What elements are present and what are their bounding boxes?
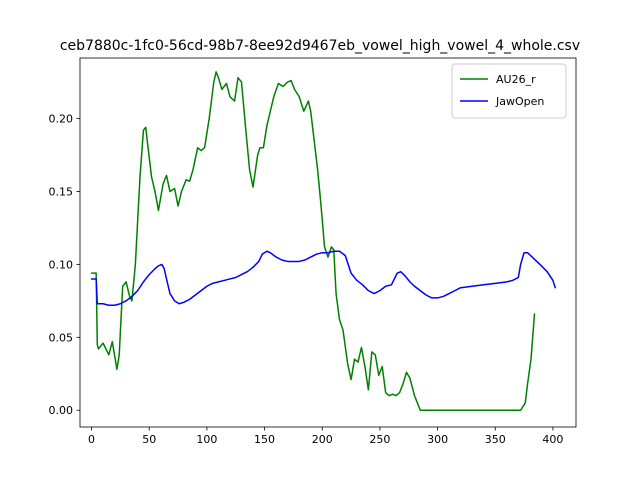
y-tick-label: 0.05: [49, 331, 74, 344]
legend-box: [451, 63, 567, 119]
series-layer: [90, 71, 556, 411]
series-line-jawopen: [90, 250, 556, 306]
x-tick-label: 100: [196, 433, 217, 446]
y-tick-label: 0.20: [49, 113, 74, 126]
legend: AU26_r JawOpen: [451, 63, 567, 119]
y-tick-label: 0.00: [49, 404, 74, 417]
x-tick-label: 150: [254, 433, 275, 446]
axes-frame: [79, 57, 577, 428]
x-tick-label: 300: [427, 433, 448, 446]
x-tick-label: 250: [369, 433, 390, 446]
y-tick-label: 0.15: [49, 185, 74, 198]
legend-label: JawOpen: [495, 95, 544, 108]
series-line-au26-r: [90, 71, 536, 411]
x-tick-label: 50: [142, 433, 156, 446]
x-tick-label: 200: [312, 433, 333, 446]
x-tick-label: 0: [88, 433, 95, 446]
y-tick-label: 0.10: [49, 258, 74, 271]
x-axis: 0 50 100 150 200 250 300 350 400: [88, 427, 563, 446]
chart-title: ceb7880c-1fc0-56cd-98b7-8ee92d9467eb_vow…: [60, 38, 580, 54]
y-axis: 0.00 0.05 0.10 0.15 0.20: [49, 113, 80, 417]
x-tick-label: 350: [485, 433, 506, 446]
x-tick-label: 400: [542, 433, 563, 446]
legend-label: AU26_r: [496, 73, 536, 86]
